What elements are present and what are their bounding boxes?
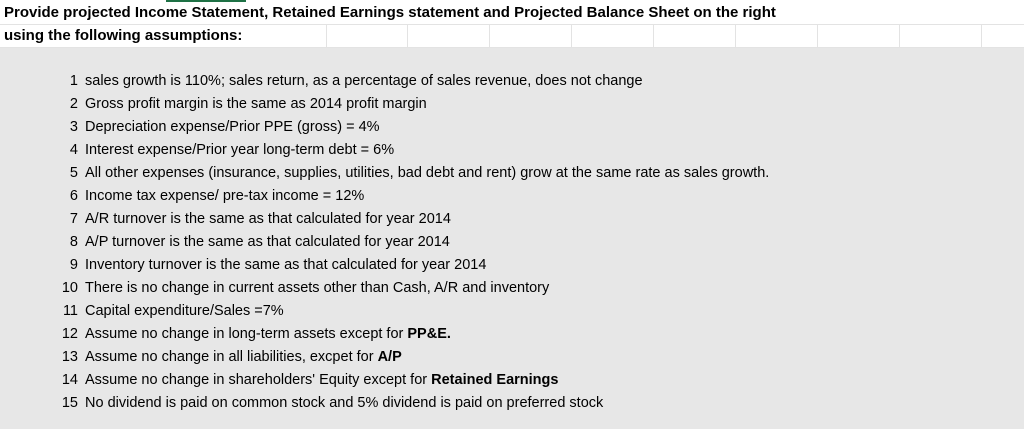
item-number: 12 bbox=[61, 326, 78, 342]
item-text-plain: A/P turnover is the same as that calcula… bbox=[85, 234, 450, 250]
list-item[interactable]: 5 All other expenses (insurance, supplies… bbox=[0, 162, 1024, 184]
list-item[interactable]: 1 sales growth is 110%; sales return, as … bbox=[0, 70, 1024, 92]
item-number: 1 bbox=[69, 73, 78, 89]
item-text-plain: Capital expenditure/Sales =7% bbox=[85, 303, 284, 319]
list-item[interactable]: 6 Income tax expense/ pre-tax income = 12… bbox=[0, 185, 1024, 207]
item-text-plain: Assume no change in shareholders' Equity… bbox=[85, 372, 432, 388]
item-text-plain: Interest expense/Prior year long-term de… bbox=[85, 142, 395, 158]
item-number: 14 bbox=[61, 372, 78, 388]
grid-cell[interactable] bbox=[653, 25, 735, 47]
list-item[interactable]: 9 Inventory turnover is the same as that … bbox=[0, 254, 1024, 276]
item-number: 5 bbox=[69, 165, 78, 181]
item-number: 9 bbox=[69, 257, 78, 273]
item-text: All other expenses (insurance, supplies,… bbox=[85, 162, 769, 184]
list-item[interactable]: 2 Gross profit margin is the same as 2014… bbox=[0, 93, 1024, 115]
list-item[interactable]: 13 Assume no change in all liabilities, e… bbox=[0, 346, 1024, 368]
item-text-plain: All other expenses (insurance, supplies,… bbox=[85, 165, 770, 181]
item-text: No dividend is paid on common stock and … bbox=[85, 392, 603, 414]
item-text-plain: Income tax expense/ pre-tax income = 12% bbox=[85, 188, 365, 204]
list-item[interactable]: 15 No dividend is paid on common stock an… bbox=[0, 392, 1024, 414]
item-number: 6 bbox=[69, 188, 78, 204]
item-text-plain: A/R turnover is the same as that calcula… bbox=[85, 211, 451, 227]
item-text-bold: A/P bbox=[377, 349, 402, 365]
grid-cell[interactable] bbox=[981, 25, 1024, 47]
list-item[interactable]: 10 There is no change in current assets o… bbox=[0, 277, 1024, 299]
item-text-plain: Assume no change in long-term assets exc… bbox=[85, 326, 408, 342]
item-text: Gross profit margin is the same as 2014 … bbox=[85, 93, 427, 115]
item-number: 11 bbox=[62, 303, 78, 319]
grid-cell[interactable] bbox=[817, 25, 899, 47]
grid-cell[interactable] bbox=[326, 25, 407, 47]
item-text: There is no change in current assets oth… bbox=[85, 277, 549, 299]
grid-cell[interactable] bbox=[489, 25, 571, 47]
item-text-plain: Gross profit margin is the same as 2014 … bbox=[85, 96, 427, 112]
grid-cell[interactable] bbox=[571, 25, 653, 47]
grid-cell[interactable] bbox=[899, 25, 981, 47]
selected-cell-indicator bbox=[166, 0, 246, 2]
instruction-line-2: using the following assumptions: bbox=[4, 27, 243, 44]
item-text: A/R turnover is the same as that calcula… bbox=[85, 208, 451, 230]
item-text-plain: sales growth is 110%; sales return, as a… bbox=[85, 73, 643, 89]
item-text-bold: PP&E. bbox=[407, 326, 451, 342]
list-item[interactable]: 8 A/P turnover is the same as that calcul… bbox=[0, 231, 1024, 253]
item-number: 10 bbox=[61, 280, 78, 296]
list-item[interactable]: 7 A/R turnover is the same as that calcul… bbox=[0, 208, 1024, 230]
grid-cell[interactable] bbox=[735, 25, 817, 47]
item-text: Assume no change in long-term assets exc… bbox=[85, 323, 451, 345]
header-row-2[interactable]: using the following assumptions: bbox=[0, 25, 1024, 48]
item-text: Interest expense/Prior year long-term de… bbox=[85, 139, 394, 161]
item-number: 3 bbox=[69, 119, 78, 135]
item-number: 8 bbox=[69, 234, 78, 250]
list-item[interactable]: 12 Assume no change in long-term assets e… bbox=[0, 323, 1024, 345]
item-text: A/P turnover is the same as that calcula… bbox=[85, 231, 450, 253]
grid-cell[interactable] bbox=[407, 25, 489, 47]
item-text: Assume no change in shareholders' Equity… bbox=[85, 369, 558, 391]
item-text: Capital expenditure/Sales =7% bbox=[85, 300, 284, 322]
instruction-line-1: Provide projected Income Statement, Reta… bbox=[4, 4, 776, 21]
item-number: 15 bbox=[61, 395, 78, 411]
item-number: 13 bbox=[61, 349, 78, 365]
item-text-plain: Assume no change in all liabilities, exc… bbox=[85, 349, 378, 365]
assumptions-panel bbox=[0, 48, 1024, 429]
list-item[interactable]: 4 Interest expense/Prior year long-term d… bbox=[0, 139, 1024, 161]
item-text-plain: Depreciation expense/Prior PPE (gross) =… bbox=[85, 119, 380, 135]
item-text-bold: Retained Earnings bbox=[431, 372, 559, 388]
item-text: Assume no change in all liabilities, exc… bbox=[85, 346, 402, 368]
item-number: 7 bbox=[69, 211, 78, 227]
list-item[interactable]: 11 Capital expenditure/Sales =7% bbox=[0, 300, 1024, 322]
list-item[interactable]: 3 Depreciation expense/Prior PPE (gross) … bbox=[0, 116, 1024, 138]
item-number: 2 bbox=[69, 96, 78, 112]
item-text: sales growth is 110%; sales return, as a… bbox=[85, 70, 643, 92]
item-number: 4 bbox=[69, 142, 78, 158]
item-text-plain: There is no change in current assets oth… bbox=[85, 280, 550, 296]
item-text: Depreciation expense/Prior PPE (gross) =… bbox=[85, 116, 380, 138]
header-row-1[interactable]: Provide projected Income Statement, Reta… bbox=[0, 2, 1024, 25]
item-text-plain: Inventory turnover is the same as that c… bbox=[85, 257, 487, 273]
item-text-plain: No dividend is paid on common stock and … bbox=[85, 395, 604, 411]
item-text: Income tax expense/ pre-tax income = 12% bbox=[85, 185, 364, 207]
item-text: Inventory turnover is the same as that c… bbox=[85, 254, 486, 276]
list-item[interactable]: 14 Assume no change in shareholders' Equi… bbox=[0, 369, 1024, 391]
